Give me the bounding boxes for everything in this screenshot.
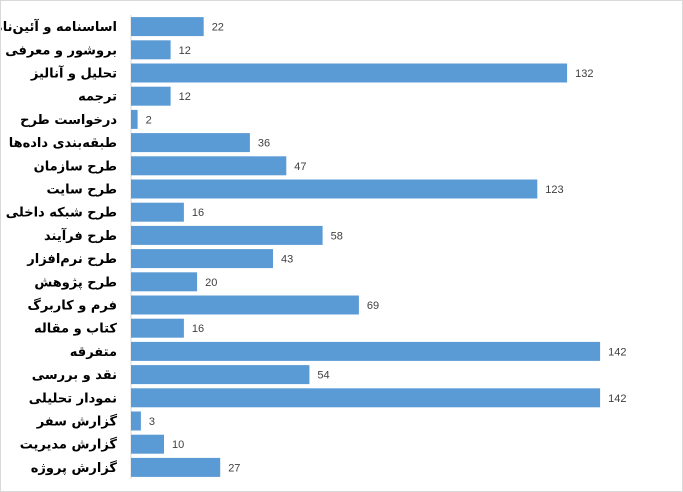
- category-label-16: نمودار تحلیلی: [29, 391, 117, 406]
- category-label-11: طرح پژوهش: [34, 275, 117, 290]
- value-label-10: 43: [281, 254, 293, 266]
- category-label-9: طرح فرآیند: [44, 227, 117, 244]
- category-labels-group: اساسنامه و آئین‌نامه بروشور و معرفی تحلیل …: [1, 18, 117, 476]
- category-label-6: طرح سازمان: [34, 159, 117, 174]
- bar-7: [131, 179, 538, 199]
- bars-group: [131, 17, 601, 477]
- category-label-14: متفرقه: [70, 345, 117, 360]
- value-label-16: 142: [608, 393, 626, 405]
- bar-9: [131, 225, 323, 245]
- bar-6: [131, 156, 287, 176]
- bar-19: [131, 457, 221, 477]
- category-label-18: گزارش مدیریت: [20, 437, 118, 453]
- value-label-17: 3: [149, 416, 155, 428]
- value-label-9: 58: [331, 230, 343, 242]
- bar-3: [131, 86, 171, 106]
- value-label-5: 36: [258, 138, 270, 150]
- bar-14: [131, 341, 601, 361]
- category-label-19: گزارش پروژه: [31, 460, 118, 476]
- value-label-19: 27: [228, 462, 240, 474]
- category-label-8: طرح شبکه داخلی: [6, 206, 117, 221]
- value-label-6: 47: [294, 161, 306, 173]
- category-label-13: کتاب و مقاله: [34, 322, 117, 337]
- value-label-0: 22: [212, 22, 224, 34]
- category-label-0: اساسنامه و آئین‌نامه: [1, 18, 117, 35]
- category-label-7: طرح سایت: [46, 183, 117, 198]
- category-label-1: بروشور و معرفی: [5, 43, 117, 58]
- bar-15: [131, 365, 310, 385]
- category-label-10: طرح نرم‌افزار: [26, 252, 117, 267]
- bar-8: [131, 202, 184, 222]
- value-label-7: 123: [545, 184, 563, 196]
- value-label-18: 10: [172, 439, 184, 451]
- value-label-13: 16: [192, 323, 204, 335]
- value-label-15: 54: [317, 370, 329, 382]
- bar-5: [131, 133, 250, 153]
- bar-2: [131, 63, 568, 83]
- bar-4: [131, 109, 138, 129]
- category-label-2: تحلیل و آنالیز: [30, 65, 117, 82]
- value-label-1: 12: [179, 45, 191, 57]
- bar-0: [131, 17, 204, 37]
- value-label-2: 132: [575, 68, 593, 80]
- bar-11: [131, 272, 198, 292]
- bar-17: [131, 411, 141, 431]
- bar-1: [131, 40, 171, 60]
- category-label-5: طبقه‌بندی داده‌ها: [9, 136, 117, 151]
- value-label-4: 2: [146, 114, 152, 126]
- bar-12: [131, 295, 359, 315]
- category-label-17: گزارش سفر: [36, 414, 118, 430]
- category-label-15: نقد و بررسی: [32, 368, 117, 383]
- bar-10: [131, 249, 273, 269]
- value-label-8: 16: [192, 207, 204, 219]
- value-label-12: 69: [367, 300, 379, 312]
- value-labels-group: 22 12 132 12 2 36 47 123 16 58 43 20 69 16 142 54 142 3 10…: [146, 22, 627, 475]
- bar-16: [131, 388, 601, 408]
- category-label-3: ترجمه: [78, 90, 117, 105]
- bar-13: [131, 318, 184, 338]
- value-label-14: 142: [608, 346, 626, 358]
- category-label-4: درخواست طرح: [20, 113, 117, 128]
- category-label-12: فرم و کاربرگ: [28, 297, 117, 314]
- value-label-3: 12: [179, 91, 191, 103]
- bar-18: [131, 434, 164, 454]
- value-label-11: 20: [205, 277, 217, 289]
